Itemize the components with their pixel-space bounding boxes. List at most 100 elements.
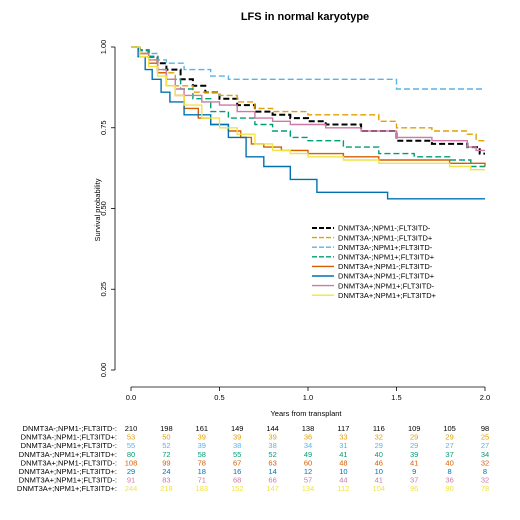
risk-count: 46 [375, 458, 383, 467]
risk-count: 37 [445, 450, 453, 459]
legend-entry: DNMT3A-;NPM1+;FLT3ITD- [338, 243, 433, 252]
risk-count: 134 [302, 484, 315, 493]
risk-count: 33 [339, 433, 347, 442]
risk-count: 10 [375, 467, 383, 476]
x-axis-label: Years from transplant [270, 409, 342, 418]
risk-count: 68 [233, 476, 241, 485]
risk-count: 99 [162, 458, 170, 467]
risk-count: 210 [125, 424, 138, 433]
legend: DNMT3A-;NPM1-;FLT3ITD-DNMT3A-;NPM1-;FLT3… [312, 224, 437, 300]
risk-count: 152 [231, 484, 244, 493]
x-tick-label: 0.0 [126, 393, 136, 402]
risk-row-label: DNMT3A+;NPM1-;FLT3ITD-: [21, 458, 117, 467]
risk-count: 32 [375, 433, 383, 442]
risk-count: 9 [412, 467, 416, 476]
risk-count: 53 [127, 433, 135, 442]
survival-curve-3 [131, 46, 485, 90]
risk-count: 18 [198, 467, 206, 476]
risk-count: 39 [198, 433, 206, 442]
risk-count: 36 [304, 433, 312, 442]
risk-count: 183 [196, 484, 209, 493]
y-tick-label: 0.50 [99, 201, 108, 216]
survival-curve-7 [131, 46, 485, 152]
risk-count: 109 [408, 424, 421, 433]
risk-count: 91 [127, 476, 135, 485]
risk-count: 39 [410, 450, 418, 459]
risk-count: 29 [445, 433, 453, 442]
risk-count: 58 [198, 450, 206, 459]
risk-count: 14 [268, 467, 276, 476]
legend-entry: DNMT3A+;NPM1-;FLT3ITD+ [338, 272, 435, 281]
y-tick-label: 0.75 [99, 120, 108, 135]
risk-count: 31 [339, 441, 347, 450]
y-tick-label: 1.00 [99, 40, 108, 55]
risk-count: 98 [481, 424, 489, 433]
risk-count: 50 [162, 433, 170, 442]
risk-count: 40 [375, 450, 383, 459]
x-tick-label: 1.0 [303, 393, 313, 402]
risk-count: 29 [375, 441, 383, 450]
risk-count: 25 [481, 433, 489, 442]
risk-row-label: DNMT3A-;NPM1-;FLT3ITD+: [21, 433, 117, 442]
risk-count: 49 [304, 450, 312, 459]
risk-count: 104 [373, 484, 386, 493]
risk-count: 78 [198, 458, 206, 467]
legend-entry: DNMT3A-;NPM1-;FLT3ITD- [338, 224, 431, 233]
risk-count: 144 [266, 424, 279, 433]
risk-count: 60 [304, 458, 312, 467]
risk-count: 39 [268, 433, 276, 442]
risk-count: 29 [410, 441, 418, 450]
risk-count: 105 [443, 424, 456, 433]
risk-count: 96 [410, 484, 418, 493]
risk-count: 29 [410, 433, 418, 442]
risk-count: 34 [304, 441, 312, 450]
risk-count: 52 [268, 450, 276, 459]
x-tick-label: 1.5 [391, 393, 401, 402]
risk-count: 41 [375, 476, 383, 485]
risk-count: 36 [445, 476, 453, 485]
risk-count: 27 [445, 441, 453, 450]
risk-count: 40 [445, 458, 453, 467]
chart-title: LFS in normal karyotype [241, 11, 369, 23]
risk-row-label: DNMT3A+;NPM1+;FLT3ITD+: [17, 484, 117, 493]
survival-curves [131, 46, 486, 200]
legend-entry: DNMT3A-;NPM1+;FLT3ITD+ [338, 253, 435, 262]
axes: 0.00 0.25 0.50 0.75 1.00 0.0 0.5 1.0 1.5 2.0 [99, 40, 490, 402]
risk-count: 44 [339, 476, 347, 485]
risk-count: 83 [162, 476, 170, 485]
risk-count: 108 [125, 458, 138, 467]
risk-count: 37 [410, 476, 418, 485]
risk-count: 112 [337, 484, 349, 493]
risk-count: 72 [162, 450, 170, 459]
risk-count: 67 [233, 458, 241, 467]
risk-row-label: DNMT3A+;NPM1-;FLT3ITD+: [19, 467, 117, 476]
risk-count: 149 [231, 424, 244, 433]
risk-count: 48 [339, 458, 347, 467]
risk-count: 38 [233, 441, 241, 450]
risk-count: 55 [127, 441, 135, 450]
risk-count: 52 [162, 441, 170, 450]
risk-count: 78 [481, 484, 489, 493]
risk-row-label: DNMT3A-;NPM1-;FLT3ITD-: [23, 424, 117, 433]
risk-count: 29 [127, 467, 135, 476]
legend-entry: DNMT3A+;NPM1-;FLT3ITD- [338, 262, 433, 271]
risk-count: 32 [481, 458, 489, 467]
risk-count: 161 [196, 424, 209, 433]
risk-count: 116 [373, 424, 385, 433]
x-tick-label: 0.5 [214, 393, 224, 402]
risk-row-label: DNMT3A-;NPM1+;FLT3ITD+: [19, 450, 117, 459]
risk-count: 66 [268, 476, 276, 485]
survival-curve-5 [131, 46, 486, 167]
risk-count: 10 [339, 467, 347, 476]
risk-count: 32 [481, 476, 489, 485]
survival-curve-8 [131, 46, 485, 171]
risk-count: 41 [339, 450, 347, 459]
risk-count: 39 [233, 433, 241, 442]
risk-count: 8 [483, 467, 487, 476]
legend-entry: DNMT3A+;NPM1+;FLT3ITD- [338, 281, 435, 290]
legend-entry: DNMT3A+;NPM1+;FLT3ITD+ [338, 291, 437, 300]
risk-count: 8 [448, 467, 452, 476]
risk-count: 39 [198, 441, 206, 450]
risk-count: 198 [160, 424, 173, 433]
